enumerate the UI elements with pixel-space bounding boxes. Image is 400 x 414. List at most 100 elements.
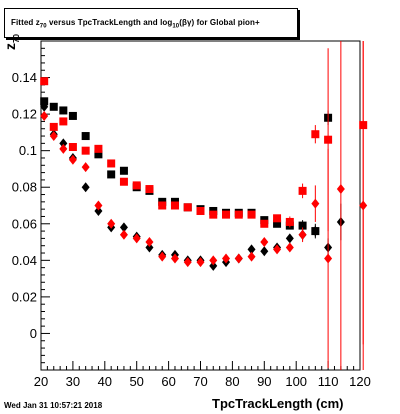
red-diamond-point — [324, 253, 333, 264]
red-diamond-point — [145, 237, 154, 248]
y-axis-label-sub: 70 — [11, 34, 21, 43]
black-square-point — [119, 166, 128, 175]
red-diamond-point — [336, 184, 345, 195]
red-diamond-point — [285, 242, 294, 253]
x-tick-label: 120 — [349, 374, 371, 389]
red-square-point — [170, 201, 179, 210]
red-diamond-point — [170, 253, 179, 264]
black-diamond-point — [285, 233, 294, 244]
red-diamond-point — [158, 251, 167, 262]
black-diamond-point — [311, 226, 320, 237]
red-square-point — [196, 206, 205, 215]
black-square-point — [298, 221, 307, 230]
x-tick-label: 40 — [98, 374, 112, 389]
y-tick-label: 0.08 — [12, 180, 37, 195]
title-part-mid: versus TpcTrackLength and log — [46, 18, 173, 27]
black-diamond-point — [40, 101, 49, 112]
red-diamond-point — [81, 162, 90, 173]
red-square-point — [260, 219, 269, 228]
x-tick-label: 70 — [193, 374, 207, 389]
red-square-point — [158, 201, 167, 210]
y-tick-label: 0.04 — [12, 253, 37, 268]
red-diamond-point — [49, 131, 58, 142]
x-tick-label: 50 — [129, 374, 143, 389]
black-diamond-point — [94, 205, 103, 216]
red-square-point — [49, 122, 58, 131]
black-diamond-point — [247, 244, 256, 255]
black-diamond-point — [59, 138, 68, 149]
red-diamond-point — [298, 229, 307, 240]
y-tick-label: 0.14 — [12, 70, 37, 85]
chart-title-box: Fitted z70 versus TpcTrackLength and log… — [4, 8, 298, 38]
red-diamond-point — [183, 257, 192, 268]
black-square-point — [107, 170, 116, 179]
red-square-point — [119, 177, 128, 186]
red-diamond-point — [132, 233, 141, 244]
chart-title: Fitted z70 versus TpcTrackLength and log… — [11, 18, 260, 30]
x-tick-label: 100 — [285, 374, 307, 389]
red-diamond-point — [222, 253, 231, 264]
x-tick-label: 80 — [225, 374, 239, 389]
black-diamond-point — [119, 222, 128, 233]
black-square-point — [59, 106, 68, 115]
date-stamp: Wed Jan 31 10:57:21 2018 — [4, 401, 103, 410]
black-diamond-point — [209, 260, 218, 271]
black-square-point — [49, 102, 58, 111]
black-square-point — [81, 132, 90, 141]
red-square-point — [81, 146, 90, 155]
red-square-point — [273, 214, 282, 223]
red-diamond-point — [359, 200, 368, 211]
red-square-point — [209, 210, 218, 219]
red-square-point — [298, 186, 307, 195]
red-diamond-point — [107, 218, 116, 229]
red-square-point — [145, 185, 154, 194]
red-square-point — [247, 210, 256, 219]
axis-tick-labels: 20 30 40 50 60 70 80 90 100 110 120 0 0.02 0.04 0.06 0.… — [12, 70, 371, 389]
red-square-point — [59, 117, 68, 126]
red-square-point — [68, 143, 77, 152]
red-diamond-point — [209, 255, 218, 266]
y-tick-label: 0.12 — [12, 107, 37, 122]
x-tick-label: 20 — [34, 374, 48, 389]
red-diamond-point — [247, 251, 256, 262]
x-tick-label: 110 — [318, 374, 339, 389]
red-diamond-point — [234, 253, 243, 264]
red-square-point — [311, 130, 320, 139]
red-square-point — [234, 210, 243, 219]
y-tick-label: 0.02 — [12, 289, 37, 304]
red-diamond-point — [196, 257, 205, 268]
red-diamond-point — [59, 143, 68, 154]
red-square-point — [107, 159, 116, 168]
y-tick-label: 0 — [30, 326, 37, 341]
red-diamond-point — [260, 237, 269, 248]
black-square-point — [40, 97, 49, 106]
y-tick-label: 0.1 — [19, 143, 37, 158]
red-diamond-point — [94, 200, 103, 211]
red-square-point — [285, 217, 294, 226]
red-diamond-point — [311, 198, 320, 209]
red-square-point — [183, 203, 192, 212]
x-axis-label: TpcTrackLength (cm) — [212, 396, 344, 411]
y-axis-label-main: z — [2, 43, 18, 50]
x-tick-label: 60 — [161, 374, 175, 389]
black-square-point — [68, 111, 77, 120]
black-diamond-point — [145, 242, 154, 253]
red-diamond-point — [273, 244, 282, 255]
black-square-point — [94, 150, 103, 159]
title-part-pre: Fitted z — [11, 18, 40, 27]
red-diamond-point — [68, 154, 77, 165]
title-sub-10: 10 — [172, 23, 180, 30]
y-tick-label: 0.06 — [12, 216, 37, 231]
x-tick-label: 30 — [66, 374, 80, 389]
red-square-point — [94, 144, 103, 153]
red-diamond-point — [119, 229, 128, 240]
red-square-point — [222, 210, 231, 219]
black-diamond-point — [81, 182, 90, 193]
data-points — [40, 41, 368, 370]
red-square-point — [40, 77, 49, 86]
title-sub-70: 70 — [39, 23, 47, 30]
red-diamond-point — [40, 110, 49, 121]
black-diamond-point — [260, 246, 269, 257]
black-square-point — [273, 219, 282, 228]
